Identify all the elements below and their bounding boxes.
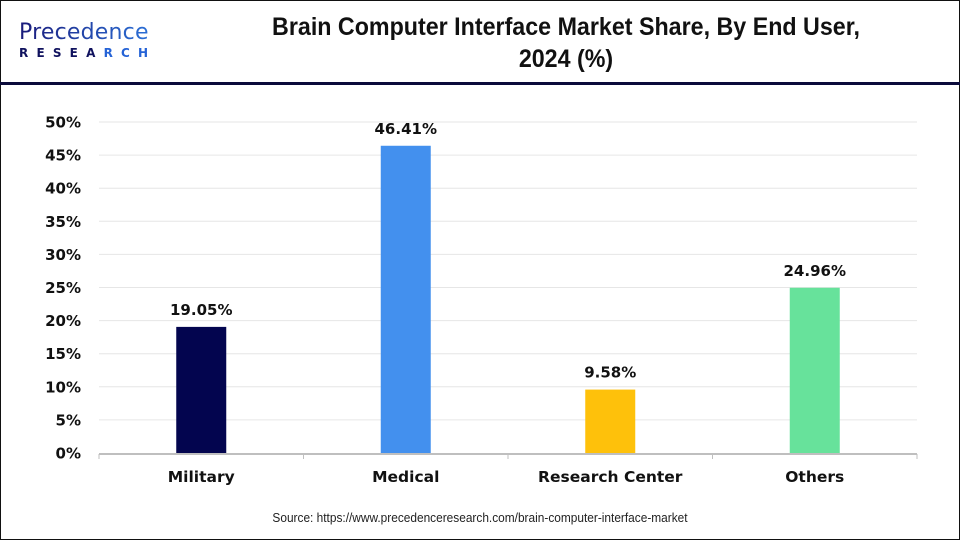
y-tick-label: 35%	[45, 213, 81, 231]
y-tick-label: 45%	[45, 147, 81, 165]
y-tick-label: 20%	[45, 312, 81, 330]
bar-medical	[380, 145, 431, 453]
x-tick-label: Medical	[372, 468, 439, 486]
y-tick-label: 15%	[45, 345, 81, 363]
data-label: 19.05%	[170, 301, 232, 319]
logo-wordmark: Precedence	[19, 21, 169, 45]
header-divider	[0, 82, 960, 85]
x-tick-label: Others	[785, 468, 844, 486]
logo-wordmark-text: Precedence	[19, 20, 149, 45]
y-tick-label: 40%	[45, 180, 81, 198]
x-axis-labels: Military Medical Research Center Others	[168, 468, 845, 486]
chart-title-line-1: Brain Computer Interface Market Share, B…	[272, 13, 860, 41]
y-tick-label: 50%	[45, 114, 81, 132]
source-note: Source: https://www.precedenceresearch.c…	[272, 511, 688, 525]
data-label: 9.58%	[584, 364, 636, 382]
data-label: 46.41%	[375, 120, 437, 138]
logo-subtitle-part-b: RCH	[103, 46, 157, 60]
bar-military	[176, 326, 227, 453]
precedence-research-logo: Precedence RESEARCH	[19, 21, 169, 65]
bars	[176, 145, 840, 453]
y-tick-label: 30%	[45, 246, 81, 264]
y-axis-ticks: 0% 5% 10% 15% 20% 25% 30% 35% 40% 45% 50%	[45, 114, 81, 463]
chart-title-line-2: 2024 (%)	[518, 45, 614, 73]
header: Precedence RESEARCH Brain Computer Inter…	[1, 1, 959, 83]
gridlines	[99, 121, 917, 421]
y-tick-label: 0%	[56, 445, 81, 463]
x-tick-label: Research Center	[538, 468, 683, 486]
logo-subtitle: RESEARCH	[19, 46, 169, 60]
bar-others	[789, 287, 840, 453]
y-tick-label: 5%	[56, 411, 81, 429]
bar-research-center	[585, 389, 636, 453]
data-label: 24.96%	[784, 262, 846, 280]
y-tick-label: 25%	[45, 279, 81, 297]
logo-subtitle-part-a: RESEA	[19, 46, 104, 60]
x-axis	[98, 453, 918, 459]
x-tick-label: Military	[168, 468, 235, 486]
chart-title: Brain Computer Interface Market Share, B…	[227, 11, 906, 75]
y-tick-label: 10%	[45, 378, 81, 396]
data-labels: 19.05% 46.41% 9.58% 24.96%	[170, 120, 846, 382]
